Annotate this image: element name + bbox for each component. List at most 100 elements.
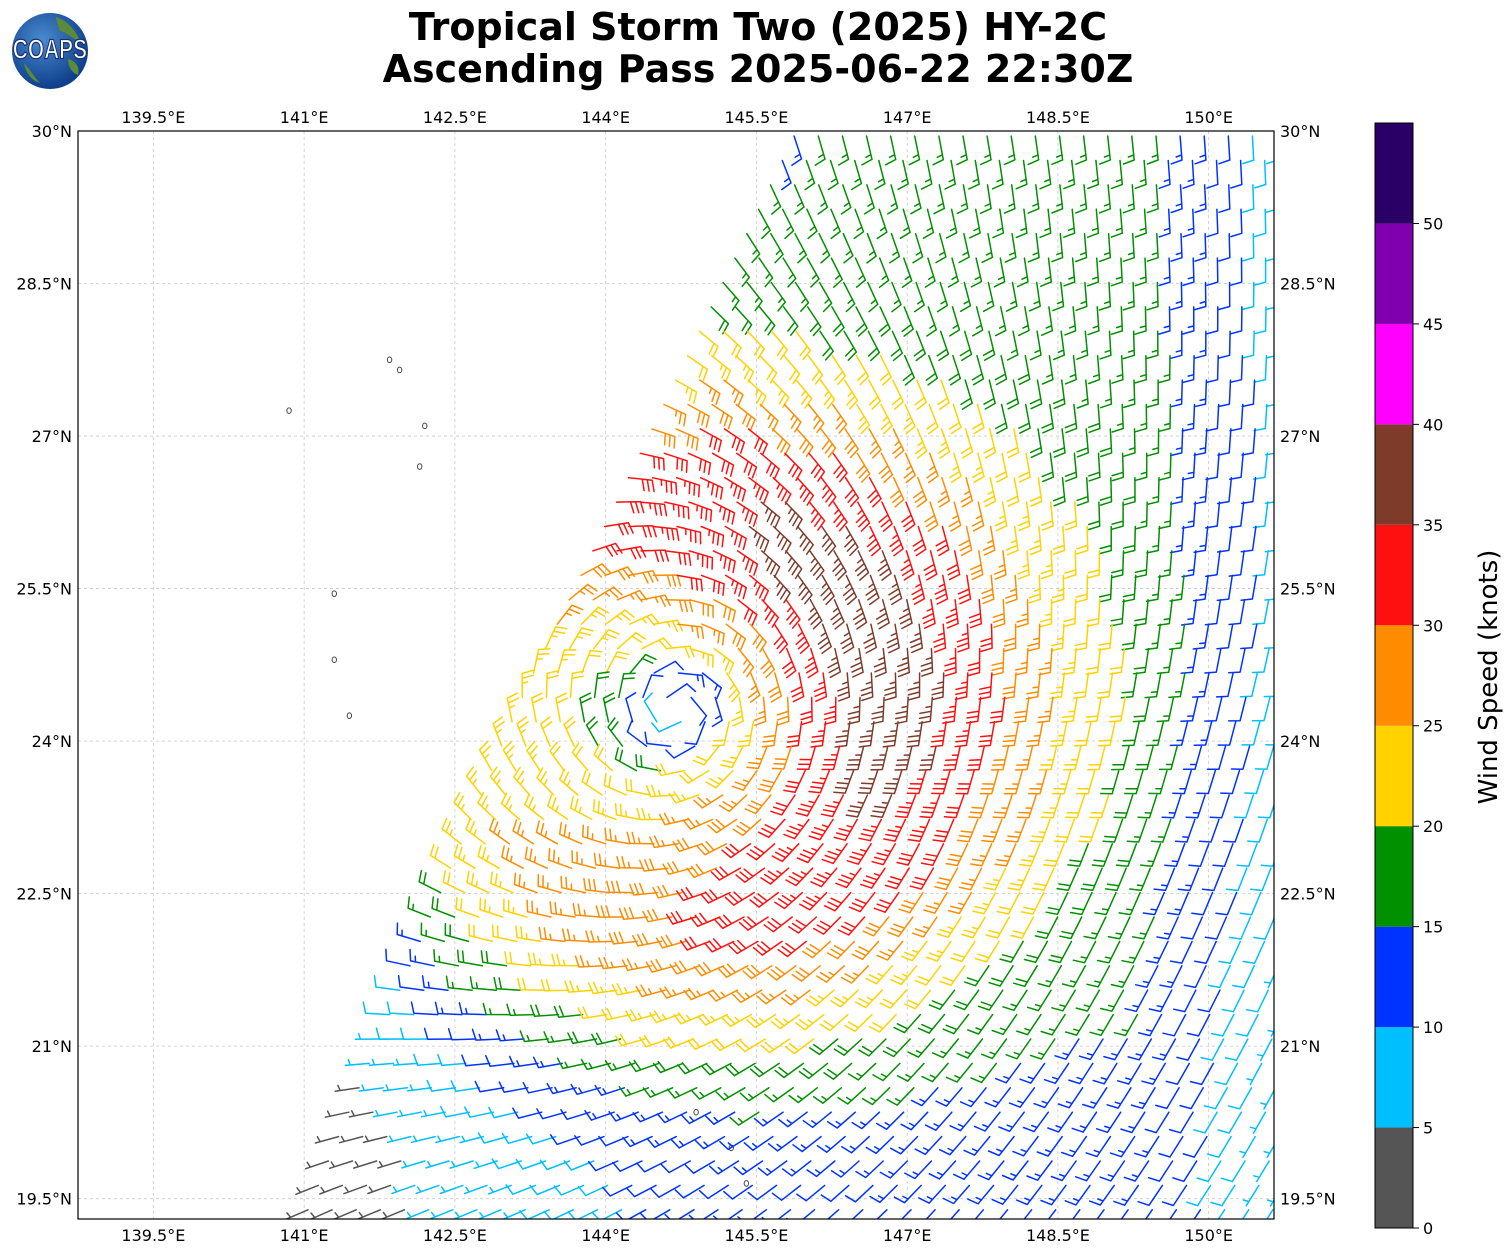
- wind-barb: [616, 855, 645, 869]
- wind-barb: [649, 1010, 680, 1024]
- wind-barb: [813, 672, 828, 702]
- wind-barb: [936, 330, 950, 362]
- wind-barb: [868, 1013, 897, 1033]
- wind-barb: [821, 843, 848, 865]
- wind-barb: [485, 1054, 515, 1067]
- wind-barb: [820, 794, 845, 818]
- wind-barb: [865, 1135, 895, 1155]
- wind-barb: [1052, 379, 1066, 410]
- wind-barb: [579, 692, 592, 723]
- wind-barb: [1146, 476, 1160, 506]
- wind-barb: [1181, 550, 1197, 578]
- wind-barb: [810, 1209, 840, 1219]
- wind-barb: [925, 354, 939, 386]
- wind-barb: [1146, 135, 1159, 165]
- wind-barb: [1045, 891, 1069, 916]
- wind-barb: [797, 574, 813, 605]
- wind-barb: [968, 159, 980, 190]
- wind-barb: [894, 696, 909, 725]
- wind-barb: [684, 1160, 716, 1174]
- wind-barb: [666, 683, 697, 699]
- wind-barb: [385, 948, 411, 967]
- island-outline: [346, 712, 353, 719]
- wind-barb: [820, 574, 835, 606]
- wind-barb: [546, 1082, 577, 1095]
- wind-barb: [985, 916, 1011, 939]
- wind-barb: [1196, 769, 1217, 795]
- wind-barb: [993, 257, 1006, 288]
- wind-barb: [736, 550, 759, 576]
- wind-barb: [615, 1209, 647, 1219]
- wind-barb: [1088, 354, 1101, 385]
- wind-barb: [844, 1013, 873, 1033]
- wind-barb: [993, 550, 1007, 580]
- wind-barb: [598, 956, 628, 970]
- wind-barb: [1050, 623, 1065, 652]
- wind-barb: [994, 501, 1008, 532]
- wind-barb: [882, 1038, 911, 1058]
- wind-barb: [556, 604, 584, 625]
- wind-barb: [886, 1087, 915, 1106]
- wind-barb: [791, 135, 803, 166]
- lon-tick-label-bottom: 139.5°E: [121, 1226, 185, 1245]
- wind-barb: [450, 1080, 481, 1093]
- wind-barb: [612, 1160, 643, 1172]
- wind-barb: [1144, 672, 1162, 699]
- wind-barb: [1027, 184, 1040, 214]
- wind-barb: [785, 550, 803, 580]
- wind-barb: [1043, 1062, 1070, 1085]
- wind-barb: [501, 845, 524, 869]
- wind-barb: [945, 208, 958, 239]
- wind-barb: [989, 696, 1006, 724]
- wind-barb: [1132, 696, 1151, 723]
- wind-barb: [1039, 159, 1052, 190]
- wind-barb: [901, 257, 913, 288]
- wind-barb: [1063, 159, 1076, 190]
- wind-barb: [710, 354, 732, 382]
- wind-barb: [587, 981, 618, 995]
- wind-barb: [532, 1056, 563, 1069]
- wind-barb: [677, 623, 705, 640]
- wind-barb: [753, 696, 767, 727]
- lat-tick-label-right: 24°N: [1280, 732, 1320, 751]
- wind-barb: [540, 716, 553, 747]
- wind-barb: [1150, 818, 1172, 843]
- wind-barb: [928, 989, 956, 1010]
- wind-barb: [1064, 501, 1078, 531]
- wind-barb: [1122, 135, 1135, 165]
- wind-barb: [832, 452, 848, 483]
- wind-barb: [831, 354, 847, 386]
- wind-barb: [618, 906, 649, 921]
- wind-barb: [694, 1135, 726, 1150]
- wind-barb: [757, 1160, 788, 1176]
- wind-barb: [1229, 403, 1244, 432]
- wind-barb: [753, 1111, 784, 1127]
- wind-barb: [1123, 476, 1136, 506]
- wind-barb: [1099, 989, 1125, 1012]
- wind-barb: [1260, 1089, 1274, 1110]
- wind-barb: [1240, 525, 1257, 553]
- wind-barb: [711, 721, 730, 747]
- wind-barb: [958, 232, 970, 264]
- wind-barb: [1147, 1160, 1174, 1182]
- wind-barb: [1110, 745, 1130, 771]
- wind-barb: [830, 1160, 860, 1178]
- colorbar-bin: [1375, 1127, 1413, 1228]
- wind-barb: [641, 637, 672, 650]
- wind-barb: [488, 818, 511, 845]
- wind-barb: [1134, 257, 1147, 287]
- wind-barb: [616, 589, 648, 603]
- wind-barb: [592, 586, 623, 601]
- wind-barb: [890, 1135, 919, 1155]
- wind-barb: [770, 794, 796, 816]
- wind-barb: [735, 867, 766, 883]
- wind-barb: [1021, 891, 1045, 915]
- wind-barb: [453, 844, 476, 869]
- wind-barb: [944, 647, 957, 677]
- wind-barb: [903, 403, 916, 435]
- wind-barb: [1001, 672, 1017, 700]
- wind-barb: [837, 916, 866, 936]
- wind-barb: [876, 940, 904, 961]
- wind-barb: [1008, 1087, 1036, 1108]
- wind-barb: [723, 379, 744, 407]
